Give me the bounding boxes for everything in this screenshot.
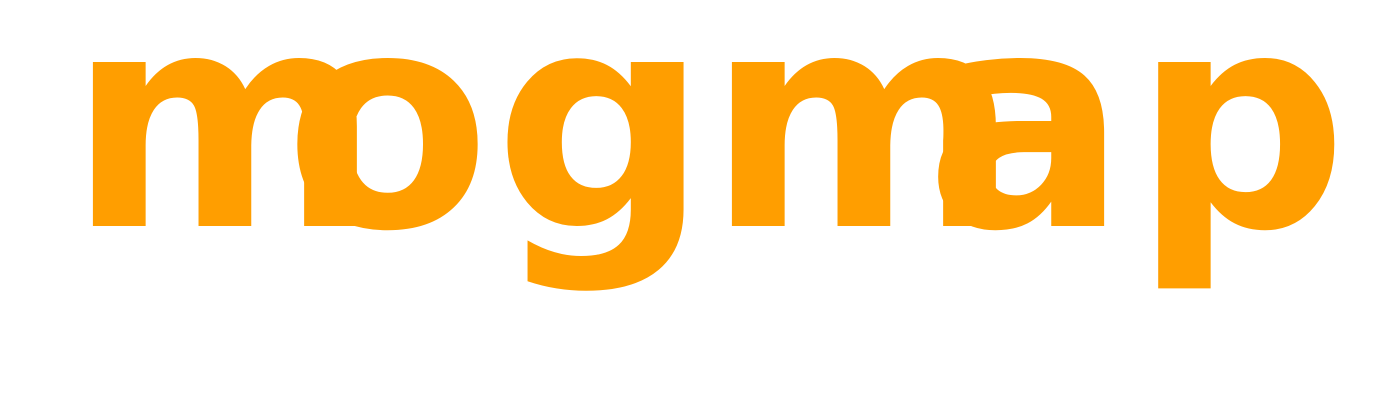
logo-letter-o: o [284, 0, 491, 297]
logo-letter-p: p [1133, 0, 1348, 297]
logo-letter-m: m [707, 0, 1020, 297]
logo-letter-g: g [494, 0, 709, 297]
wordmark-logo: m o g m a p [68, 0, 1348, 375]
logo-letter-a: a [925, 0, 1128, 297]
logo-letter-m: m [68, 0, 381, 297]
